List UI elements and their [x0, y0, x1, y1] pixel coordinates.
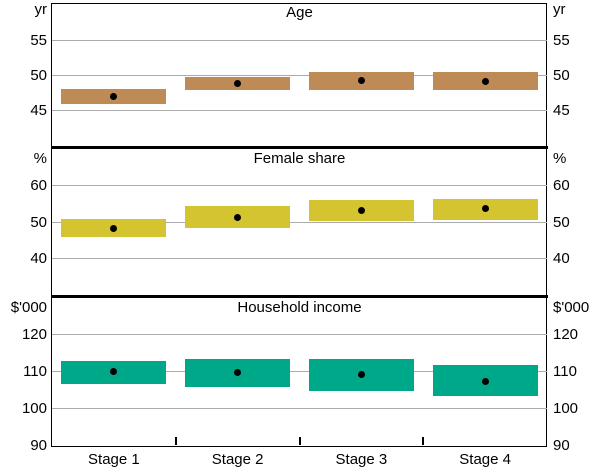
tick-label-right-60: 60 [553, 177, 570, 194]
tick-label-right-50: 50 [553, 213, 570, 231]
median-dot-age-4 [481, 78, 489, 86]
x-axis-tick-1 [174, 437, 177, 445]
gridline-female-share-60 [52, 185, 547, 186]
tick-label-left-110: 110 [23, 363, 47, 380]
gridline-age-50 [52, 75, 547, 76]
tick-label-left-60: 60 [30, 177, 47, 194]
unit-label-right-yr: yr [553, 1, 566, 18]
x-label-stage-4: Stage 4 [459, 451, 511, 468]
panel-divider-1 [51, 146, 548, 149]
gridline-female-share-40 [52, 258, 547, 259]
gridline-female-share-50 [52, 221, 547, 223]
gridline-household-income-120 [52, 334, 547, 336]
x-axis-tick-3 [422, 437, 425, 445]
unit-label-right-thousands: $'000 [553, 299, 590, 316]
plot-frame [51, 3, 547, 447]
unit-label-left-thousands: $'000 [10, 299, 47, 316]
panel-title-female-share: Female share [253, 150, 346, 167]
median-dot-age-1 [110, 93, 118, 101]
gridline-age-55 [52, 39, 547, 41]
median-dot-female-share-1 [110, 225, 118, 233]
unit-label-right-pct: % [553, 150, 567, 167]
tick-label-left-100: 100 [21, 399, 47, 417]
x-label-stage-3: Stage 3 [335, 451, 388, 468]
median-dot-female-share-4 [481, 205, 489, 213]
tick-label-left-50: 50 [30, 213, 47, 231]
unit-label-left-yr: yr [34, 1, 48, 18]
tick-label-right-45: 45 [553, 102, 570, 120]
unit-label-left-pct: % [33, 150, 47, 167]
median-dot-female-share-3 [357, 207, 365, 215]
x-label-stage-2: Stage 2 [211, 451, 264, 468]
median-dot-household-income-2 [234, 368, 242, 376]
median-dot-household-income-1 [110, 368, 118, 375]
tick-label-right-100: 100 [553, 399, 579, 417]
panel-divider-2 [51, 295, 548, 298]
gridline-age-45 [52, 110, 547, 112]
panel-title-age: Age [286, 4, 313, 21]
median-dot-household-income-4 [481, 377, 489, 385]
median-dot-age-3 [357, 76, 365, 84]
tick-label-left-50: 50 [30, 67, 47, 84]
tick-label-right-40: 40 [553, 250, 570, 267]
x-label-stage-1: Stage 1 [88, 451, 140, 468]
panel-title-household-income: Household income [237, 299, 362, 316]
median-dot-household-income-3 [357, 371, 365, 379]
gridline-household-income-100 [52, 407, 547, 409]
gridline-household-income-110 [52, 371, 547, 372]
tick-label-left-45: 45 [30, 102, 47, 120]
median-dot-age-2 [234, 80, 242, 88]
tick-label-right-90: 90 [553, 436, 570, 454]
tick-label-right-55: 55 [553, 31, 570, 49]
median-dot-female-share-2 [234, 213, 242, 221]
tick-label-right-120: 120 [553, 326, 579, 344]
tick-label-left-120: 120 [21, 326, 47, 344]
tick-label-right-50: 50 [553, 67, 570, 84]
x-axis-tick-2 [298, 437, 301, 445]
tick-label-left-90: 90 [30, 436, 47, 454]
tick-label-left-55: 55 [30, 31, 47, 49]
tick-label-right-110: 110 [553, 363, 577, 380]
tick-label-left-40: 40 [30, 250, 47, 267]
